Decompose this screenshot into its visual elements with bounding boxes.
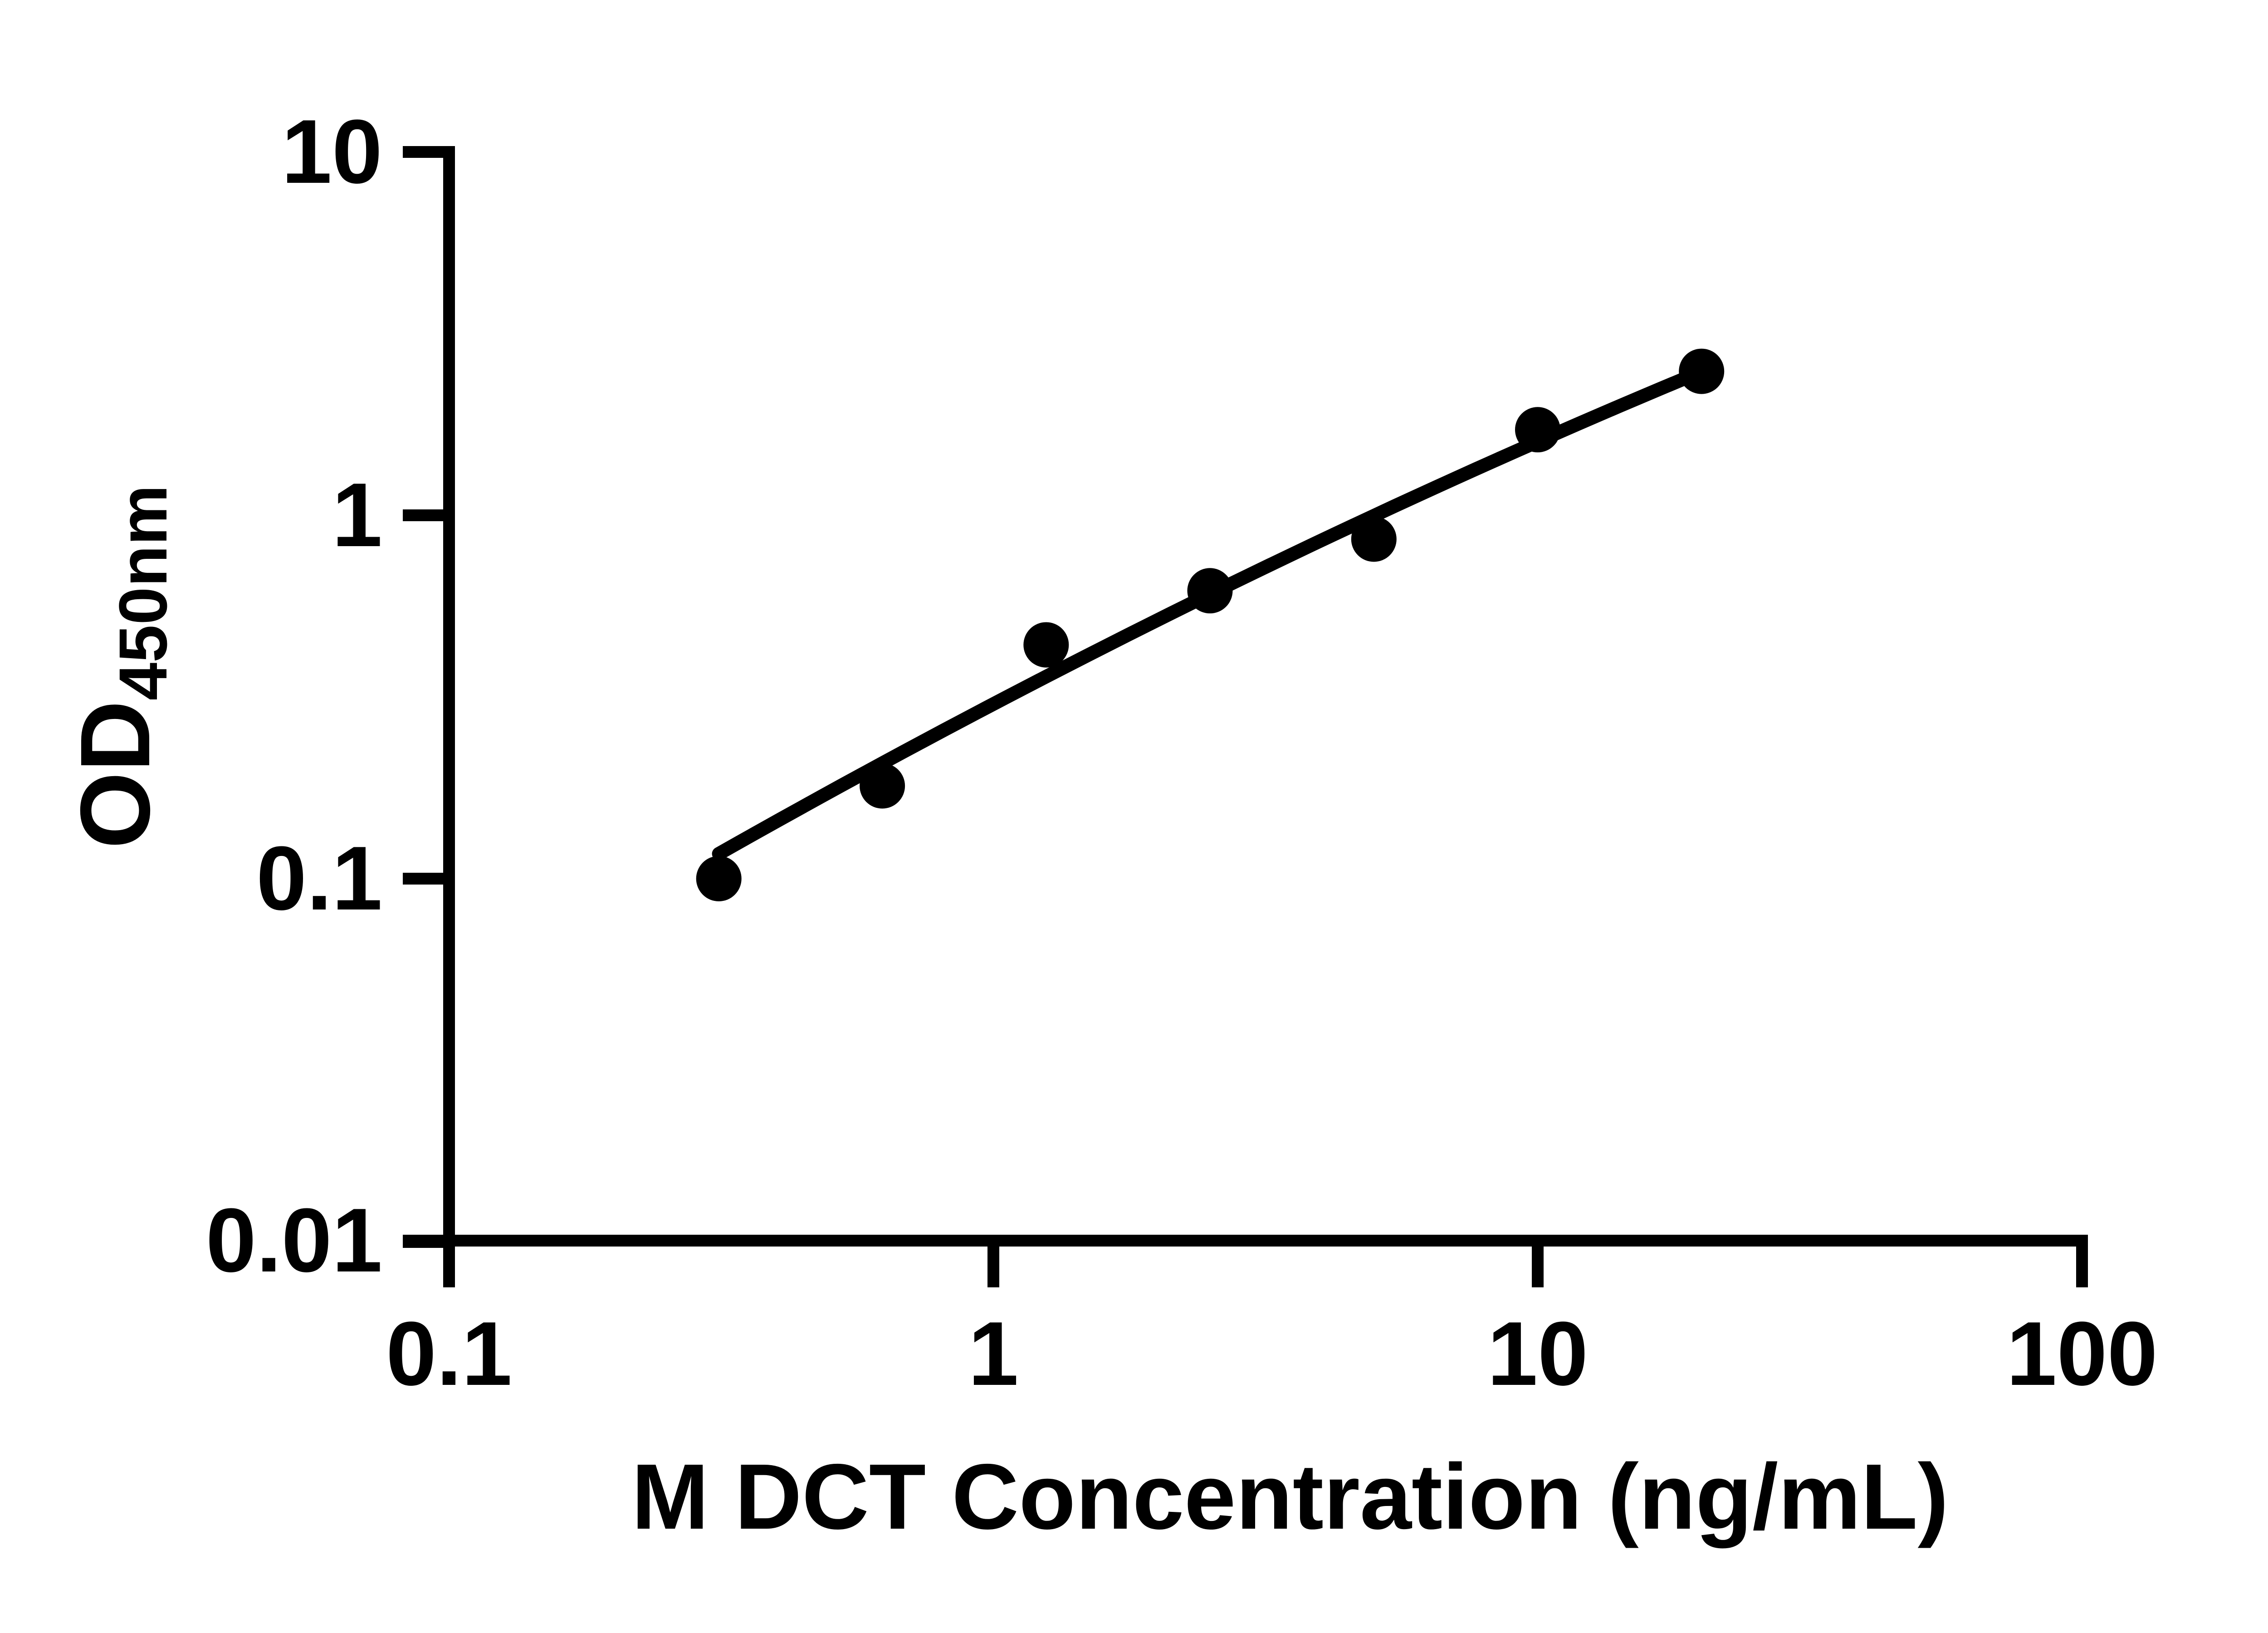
x-tick-label-10: 10 — [1487, 1303, 1589, 1404]
y-axis-title-main: OD — [60, 700, 171, 849]
y-tick-label-10: 10 — [281, 101, 382, 202]
y-axis-title-subscript: 450nm — [105, 484, 181, 701]
y-tick-label-0-1: 0.1 — [256, 828, 382, 929]
x-tick-label-0-1: 0.1 — [386, 1303, 513, 1404]
y-axis-title: OD450nm — [60, 484, 192, 849]
y-tick-label-0-01: 0.01 — [205, 1190, 382, 1291]
y-tick-label-1: 1 — [332, 464, 382, 566]
x-tick-label-1: 1 — [968, 1303, 1019, 1404]
x-tick-label-100: 100 — [2006, 1303, 2158, 1404]
x-axis-title: M DCT Concentration (ng/mL) — [631, 1445, 1949, 1549]
